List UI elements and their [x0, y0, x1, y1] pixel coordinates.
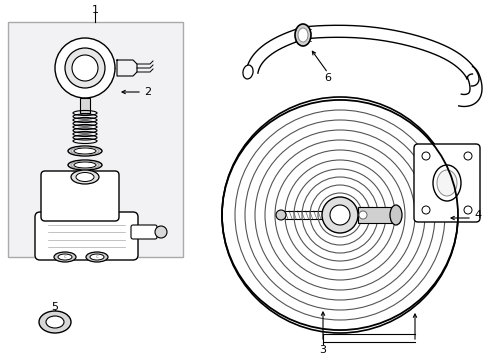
Ellipse shape [39, 311, 71, 333]
Ellipse shape [68, 146, 102, 156]
Text: c: c [63, 255, 66, 260]
Text: 1: 1 [91, 5, 98, 15]
Circle shape [155, 226, 167, 238]
Bar [8, 22, 183, 257]
Text: 3: 3 [319, 345, 326, 355]
Circle shape [321, 197, 357, 233]
Bar [80, 98, 90, 113]
Text: 4: 4 [473, 210, 481, 220]
Ellipse shape [68, 160, 102, 170]
Bar [357, 207, 391, 223]
Ellipse shape [297, 28, 307, 42]
Ellipse shape [71, 170, 99, 184]
Circle shape [329, 205, 349, 225]
Text: c: c [95, 255, 98, 260]
FancyBboxPatch shape [413, 144, 479, 222]
Circle shape [72, 55, 98, 81]
Ellipse shape [74, 162, 96, 168]
FancyBboxPatch shape [131, 225, 157, 239]
FancyBboxPatch shape [41, 171, 119, 221]
Text: 5: 5 [51, 302, 59, 312]
Ellipse shape [54, 252, 76, 262]
Circle shape [358, 211, 366, 219]
Circle shape [463, 206, 471, 214]
Ellipse shape [74, 148, 96, 154]
Ellipse shape [436, 170, 456, 196]
Circle shape [275, 210, 285, 220]
Circle shape [463, 152, 471, 160]
Ellipse shape [58, 254, 72, 260]
Circle shape [65, 48, 105, 88]
Ellipse shape [432, 165, 460, 201]
Ellipse shape [46, 316, 64, 328]
Circle shape [55, 38, 115, 98]
Circle shape [421, 206, 429, 214]
Text: 2: 2 [144, 87, 151, 97]
Ellipse shape [243, 65, 253, 79]
Circle shape [421, 152, 429, 160]
Text: 6: 6 [324, 73, 331, 83]
Circle shape [222, 97, 457, 333]
Ellipse shape [294, 24, 310, 46]
Ellipse shape [90, 254, 104, 260]
FancyBboxPatch shape [35, 212, 138, 260]
Ellipse shape [86, 252, 108, 262]
Ellipse shape [389, 205, 401, 225]
Ellipse shape [76, 172, 94, 181]
